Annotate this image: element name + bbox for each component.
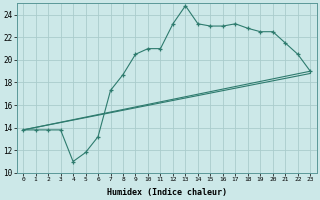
X-axis label: Humidex (Indice chaleur): Humidex (Indice chaleur) [107,188,227,197]
